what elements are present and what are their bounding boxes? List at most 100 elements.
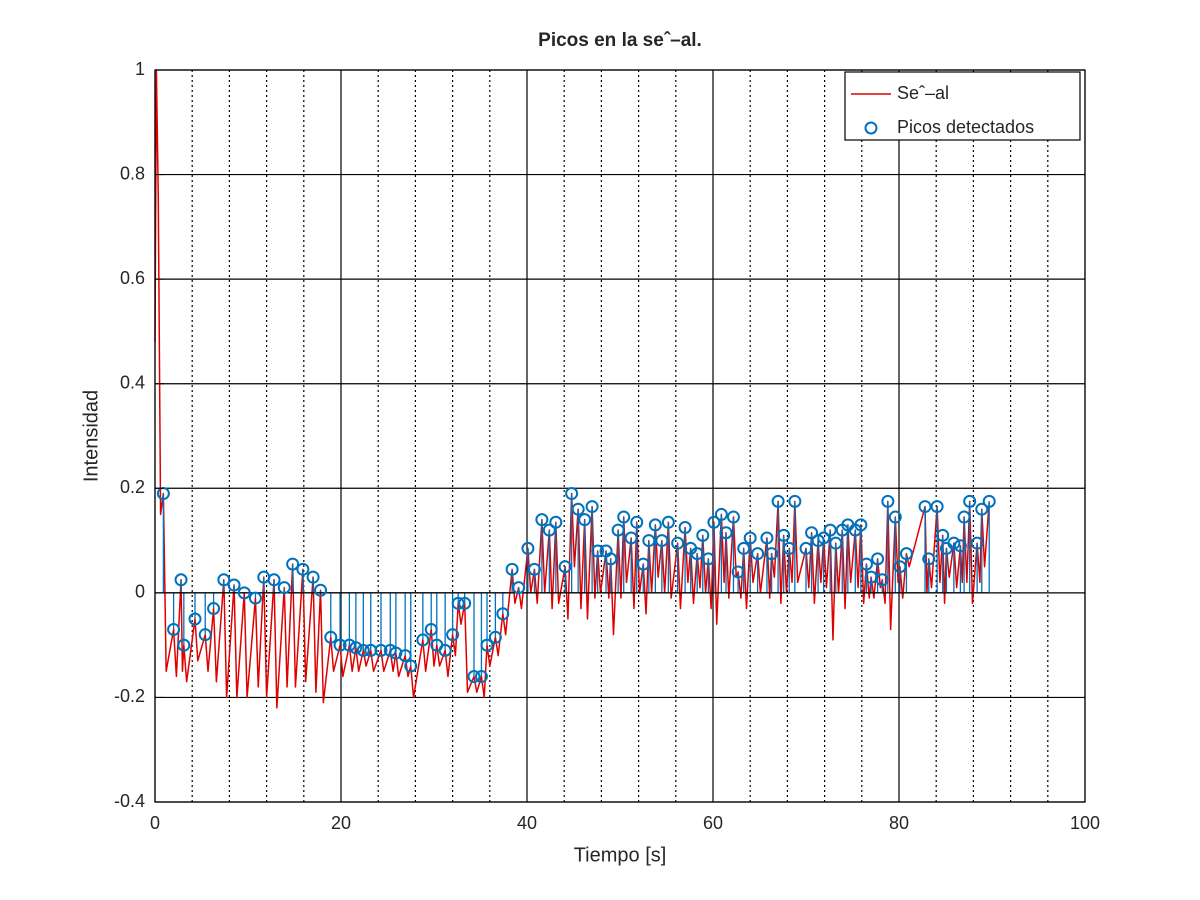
x-tick-label: 20 (331, 813, 351, 833)
grid (154, 69, 1086, 803)
peak-marker (571, 502, 585, 516)
peak-marker (227, 578, 241, 592)
peak-marker (207, 602, 221, 616)
peak-marker (893, 560, 907, 574)
legend-label: Picos detectados (897, 117, 1034, 137)
peak-marker (585, 500, 599, 514)
peak-marker (333, 638, 347, 652)
peak-marker (661, 515, 675, 529)
peak-marker (805, 526, 819, 540)
peak-marker (799, 541, 813, 555)
peak-marker (349, 641, 363, 655)
peak-marker (198, 628, 212, 642)
peak-marker (177, 638, 191, 652)
peak-marker (690, 547, 704, 561)
peak-marker (591, 544, 605, 558)
peak-marker (324, 630, 338, 644)
peak-marker (899, 547, 913, 561)
peak-marker (707, 515, 721, 529)
peak-marker (374, 643, 388, 657)
x-tick-label: 60 (703, 813, 723, 833)
x-tick-label: 100 (1070, 813, 1100, 833)
peak-marker (446, 628, 460, 642)
axes-box (154, 69, 1086, 803)
peak-marker (296, 562, 310, 576)
peak-marker (480, 638, 494, 652)
peak-marker (875, 573, 889, 587)
peak-marker (859, 557, 873, 571)
peak-marker (719, 526, 733, 540)
peak-marker (671, 536, 685, 550)
peak-marker (751, 547, 765, 561)
y-axis-label: Intensidad (80, 390, 102, 482)
peak-marker (714, 507, 728, 521)
peak-marker (248, 591, 262, 605)
peak-marker (975, 502, 989, 516)
x-axis-label: Tiempo [s] (574, 844, 667, 866)
peak-marker (558, 560, 572, 574)
peak-marker (982, 494, 996, 508)
peak-marker (936, 528, 950, 542)
peak-marker (188, 612, 202, 626)
x-tick-label: 0 (150, 813, 160, 833)
peak-marker (512, 581, 526, 595)
peak-marker (947, 536, 961, 550)
peak-marker (655, 534, 669, 548)
peak-marker (617, 510, 631, 524)
y-tick-label: 0 (135, 582, 145, 602)
peak-marker (854, 518, 868, 532)
peak-marker (696, 528, 710, 542)
y-tick-label: -0.2 (114, 686, 145, 706)
y-tick-label: 0.6 (120, 268, 145, 288)
peak-marker (823, 523, 837, 537)
y-tick-label: 0.2 (120, 477, 145, 497)
peak-marker (542, 523, 556, 537)
peak-marker (765, 547, 779, 561)
peak-marker (342, 638, 356, 652)
peak-marker (527, 562, 541, 576)
peak-marker (474, 670, 488, 684)
peak-marker (174, 573, 188, 587)
peak-marker (636, 557, 650, 571)
peak-marker (731, 565, 745, 579)
peak-marker (535, 513, 549, 527)
peak-marker (217, 573, 231, 587)
peak-marker (424, 622, 438, 636)
peak-marker (549, 515, 563, 529)
peak-marker (642, 534, 656, 548)
peak-marker (565, 487, 579, 501)
peak-marker (398, 649, 412, 663)
peak-marker (306, 570, 320, 584)
peak-marker (277, 581, 291, 595)
peak-marker (458, 596, 472, 610)
plot-area (154, 69, 996, 709)
chart-title: Picos en la seˆ–al. (538, 30, 702, 51)
peak-marker (953, 539, 967, 553)
peak-marker (678, 521, 692, 534)
peak-marker (788, 494, 802, 508)
peak-marker (604, 552, 618, 566)
peak-marker (922, 552, 936, 566)
peak-marker (438, 643, 452, 657)
signal-line (154, 69, 990, 709)
legend-label: Seˆ–al (897, 83, 949, 103)
peak-marker (237, 586, 251, 600)
peak-marker (467, 670, 481, 684)
peak-marker (404, 659, 418, 673)
y-tick-label: -0.4 (114, 791, 145, 811)
legend-box (844, 71, 1081, 141)
peak-marker (888, 510, 902, 524)
peak-marker (726, 510, 740, 524)
x-tick-label: 80 (889, 813, 909, 833)
peak-marker (521, 541, 535, 555)
peak-marker (871, 552, 885, 566)
x-tick-label: 40 (517, 813, 537, 833)
peak-marker (496, 607, 510, 621)
axes: 0 20 40 60 80 100 -0.4 -0.2 0 0.2 0.4 0.6 0.8 1 (114, 59, 1100, 833)
y-tick-label: 0.8 (120, 163, 145, 183)
peak-marker (760, 531, 774, 545)
y-tick-label: 0.4 (120, 372, 145, 392)
peak-marker (817, 531, 831, 545)
peak-marker (451, 596, 465, 610)
